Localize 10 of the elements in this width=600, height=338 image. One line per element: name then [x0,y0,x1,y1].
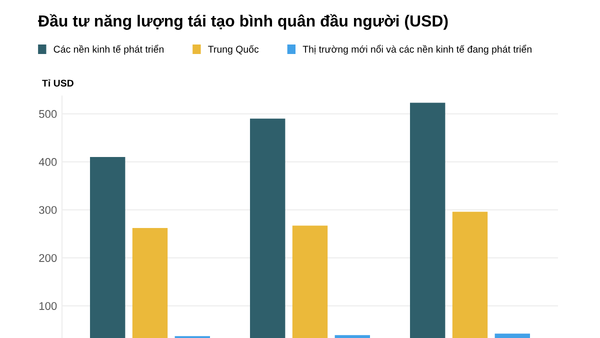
y-tick-label: 200 [39,254,57,262]
y-tick-label: 300 [39,206,57,214]
y-tick-label: 500 [39,110,57,118]
legend-label: Thị trường mới nổi và các nền kinh tế đang phát triển [302,44,532,55]
legend-label: Các nền kinh tế phát triển [54,44,164,55]
chart-title: Đầu tư năng lượng tái tạo bình quân đầu người (USD) [38,14,448,30]
y-tick-label: 400 [38,158,57,166]
legend-label: Trung Quốc [208,45,259,55]
y-tick-label: 100 [39,302,57,310]
y-axis-title: Tỉ USD [42,79,74,87]
